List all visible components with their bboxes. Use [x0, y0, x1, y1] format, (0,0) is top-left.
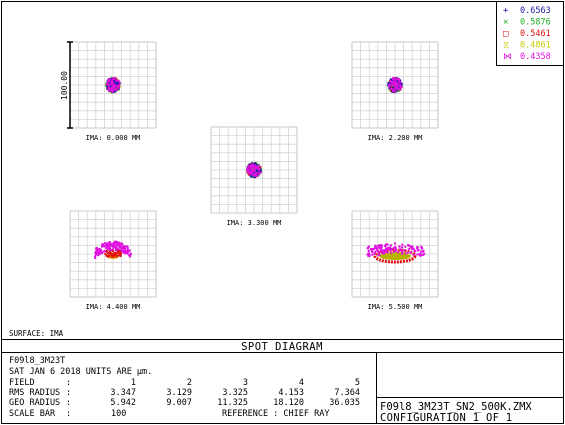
legend-symbol: + — [503, 6, 509, 16]
info-value: 3 — [243, 378, 248, 388]
svg-text::: : — [66, 378, 71, 388]
spot-panel: IMA: 4.400 MM — [69, 210, 157, 311]
legend-entry: +0.6563 — [503, 6, 551, 16]
field-label: FIELD — [9, 378, 35, 388]
spot-panel: IMA: 3.300 MM — [210, 126, 298, 227]
field-label: IMA: 0.000 MM — [86, 134, 141, 142]
info-value: 18.120 — [273, 398, 304, 408]
info-value: 1 — [131, 378, 136, 388]
legend-entry: ⋈ 0.4358 — [503, 52, 551, 62]
legend-entry: □ 0.5461 — [503, 29, 551, 39]
legend-symbol: ⧖ — [503, 41, 509, 51]
field-label: IMA: 3.300 MM — [227, 219, 282, 227]
info-value: 7.364 — [334, 388, 360, 398]
surface-label: SURFACE: IMA — [9, 329, 64, 338]
scale-bar-label: 100.00 — [60, 71, 69, 100]
legend-symbol: ⋈ — [503, 52, 512, 62]
svg-text::: : — [66, 409, 71, 419]
scale-bar-value: 100 — [111, 409, 126, 419]
info-value: 11.325 — [217, 398, 248, 408]
info-value: 3.129 — [166, 388, 192, 398]
info-value: 9.007 — [166, 398, 192, 408]
legend-wavelength: 0.5876 — [520, 18, 551, 28]
scale-bar: 100.00 — [60, 41, 73, 129]
info-value: 3.325 — [222, 388, 248, 398]
field-label: IMA: 2.200 MM — [368, 134, 423, 142]
spot — [105, 77, 121, 94]
field-label: IMA: 5.500 MM — [368, 303, 423, 311]
spot — [94, 240, 132, 260]
svg-text::: : — [66, 388, 71, 398]
geo-label: GEO RADIUS — [9, 398, 60, 408]
info-value: 2 — [187, 378, 192, 388]
legend-entry: × 0.5876 — [503, 18, 551, 28]
spot — [366, 242, 426, 264]
spot-panels: IMA: 0.000 MM IMA: 2.200 MM IMA: 3.300 MM I… — [69, 41, 439, 311]
info-value: 5.942 — [110, 398, 136, 408]
spot-panel: IMA: 0.000 MM — [69, 41, 157, 142]
date-units: SAT JAN 6 2018 UNITS ARE µm. — [9, 367, 152, 377]
legend-symbol: □ — [503, 29, 509, 39]
spot-panel: IMA: 2.200 MM — [351, 41, 439, 142]
legend-entry: ⧖ 0.4861 — [503, 41, 551, 51]
info-value: 3.347 — [110, 388, 136, 398]
info-value: 4.153 — [278, 388, 304, 398]
legend: +0.6563 × 0.5876 □ 0.5461 ⧖ 0.4861 ⋈ 0.4358 — [496, 1, 564, 66]
info-value: 5 — [355, 378, 360, 388]
spot — [246, 162, 262, 179]
legend-box — [496, 1, 564, 66]
field-label: IMA: 4.400 MM — [86, 303, 141, 311]
diagram-title: SPOT DIAGRAM — [241, 341, 323, 353]
legend-symbol: × — [503, 18, 508, 28]
rms-label: RMS RADIUS — [9, 388, 60, 398]
spot — [387, 76, 403, 94]
spot-panel: IMA: 5.500 MM — [351, 210, 439, 311]
info-value: 4 — [299, 378, 304, 388]
scale-bar-row-label: SCALE BAR — [9, 409, 56, 419]
svg-text::: : — [66, 398, 71, 408]
info-block: F09l8_3M23T SAT JAN 6 2018 UNITS ARE µm.… — [9, 356, 532, 424]
file-name: F09l8_3M23T_SN2_500K.ZMX — [380, 401, 532, 413]
configuration-text: CONFIGURATION 1 OF 1 — [380, 412, 512, 424]
info-value: 36.035 — [329, 398, 360, 408]
lens-name: F09l8_3M23T — [9, 356, 65, 366]
reference-text: REFERENCE : CHIEF RAY — [222, 409, 329, 419]
legend-wavelength: 0.5461 — [520, 29, 551, 39]
legend-wavelength: 0.4861 — [520, 41, 551, 51]
legend-wavelength: 0.6563 — [520, 6, 551, 16]
legend-wavelength: 0.4358 — [520, 52, 551, 62]
